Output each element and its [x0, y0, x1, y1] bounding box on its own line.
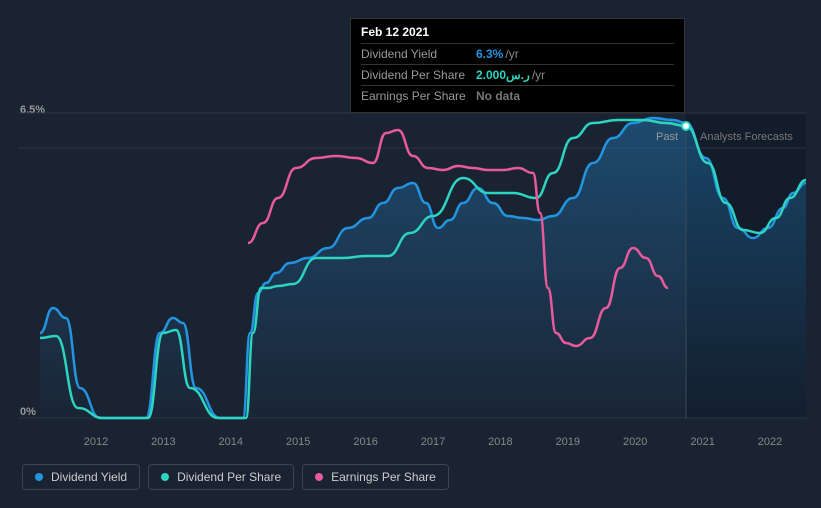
- legend-item[interactable]: Dividend Yield: [22, 464, 140, 490]
- x-axis-label: 2020: [623, 436, 647, 448]
- legend-item-label: Earnings Per Share: [331, 470, 436, 484]
- legend-item[interactable]: Dividend Per Share: [148, 464, 294, 490]
- x-axis-label: 2016: [353, 436, 377, 448]
- tooltip-row: Dividend Yield6.3%/yr: [361, 43, 674, 64]
- x-axis-label: 2018: [488, 436, 512, 448]
- legend-dot-icon: [35, 473, 43, 481]
- x-axis-label: 2012: [84, 436, 108, 448]
- legend-dot-icon: [315, 473, 323, 481]
- legend-item[interactable]: Earnings Per Share: [302, 464, 449, 490]
- tooltip-row-unit: /yr: [532, 68, 545, 82]
- svg-text:Past: Past: [656, 131, 678, 143]
- x-axis-label: 2013: [151, 436, 175, 448]
- tooltip-row-label: Earnings Per Share: [361, 89, 476, 103]
- tooltip-row-value: ر.س2.000: [476, 68, 530, 82]
- x-axis-label: 2019: [556, 436, 580, 448]
- tooltip-row-unit: /yr: [505, 47, 518, 61]
- svg-text:Analysts Forecasts: Analysts Forecasts: [700, 131, 793, 143]
- x-axis-label: 2022: [758, 436, 782, 448]
- legend-dot-icon: [161, 473, 169, 481]
- plot-area[interactable]: Past Analysts Forecasts: [18, 108, 806, 418]
- legend-item-label: Dividend Per Share: [177, 470, 281, 484]
- chart-svg: Past Analysts Forecasts: [18, 108, 806, 458]
- tooltip-panel: Feb 12 2021 Dividend Yield6.3%/yrDividen…: [350, 18, 685, 113]
- x-axis-label: 2015: [286, 436, 310, 448]
- tooltip-row: Earnings Per ShareNo data: [361, 85, 674, 106]
- x-axis-label: 2021: [690, 436, 714, 448]
- x-axis-label: 2014: [219, 436, 243, 448]
- legend-item-label: Dividend Yield: [51, 470, 127, 484]
- tooltip-row-label: Dividend Yield: [361, 47, 476, 61]
- chart-container: Feb 12 2021 Dividend Yield6.3%/yrDividen…: [0, 0, 821, 508]
- x-axis-label: 2017: [421, 436, 445, 448]
- tooltip-row-value: 6.3%: [476, 47, 503, 61]
- tooltip-row-label: Dividend Per Share: [361, 68, 476, 82]
- tooltip-row: Dividend Per Shareر.س2.000/yr: [361, 64, 674, 85]
- tooltip-date: Feb 12 2021: [361, 25, 674, 43]
- legend: Dividend Yield Dividend Per Share Earnings…: [22, 464, 449, 490]
- tooltip-row-value: No data: [476, 89, 520, 103]
